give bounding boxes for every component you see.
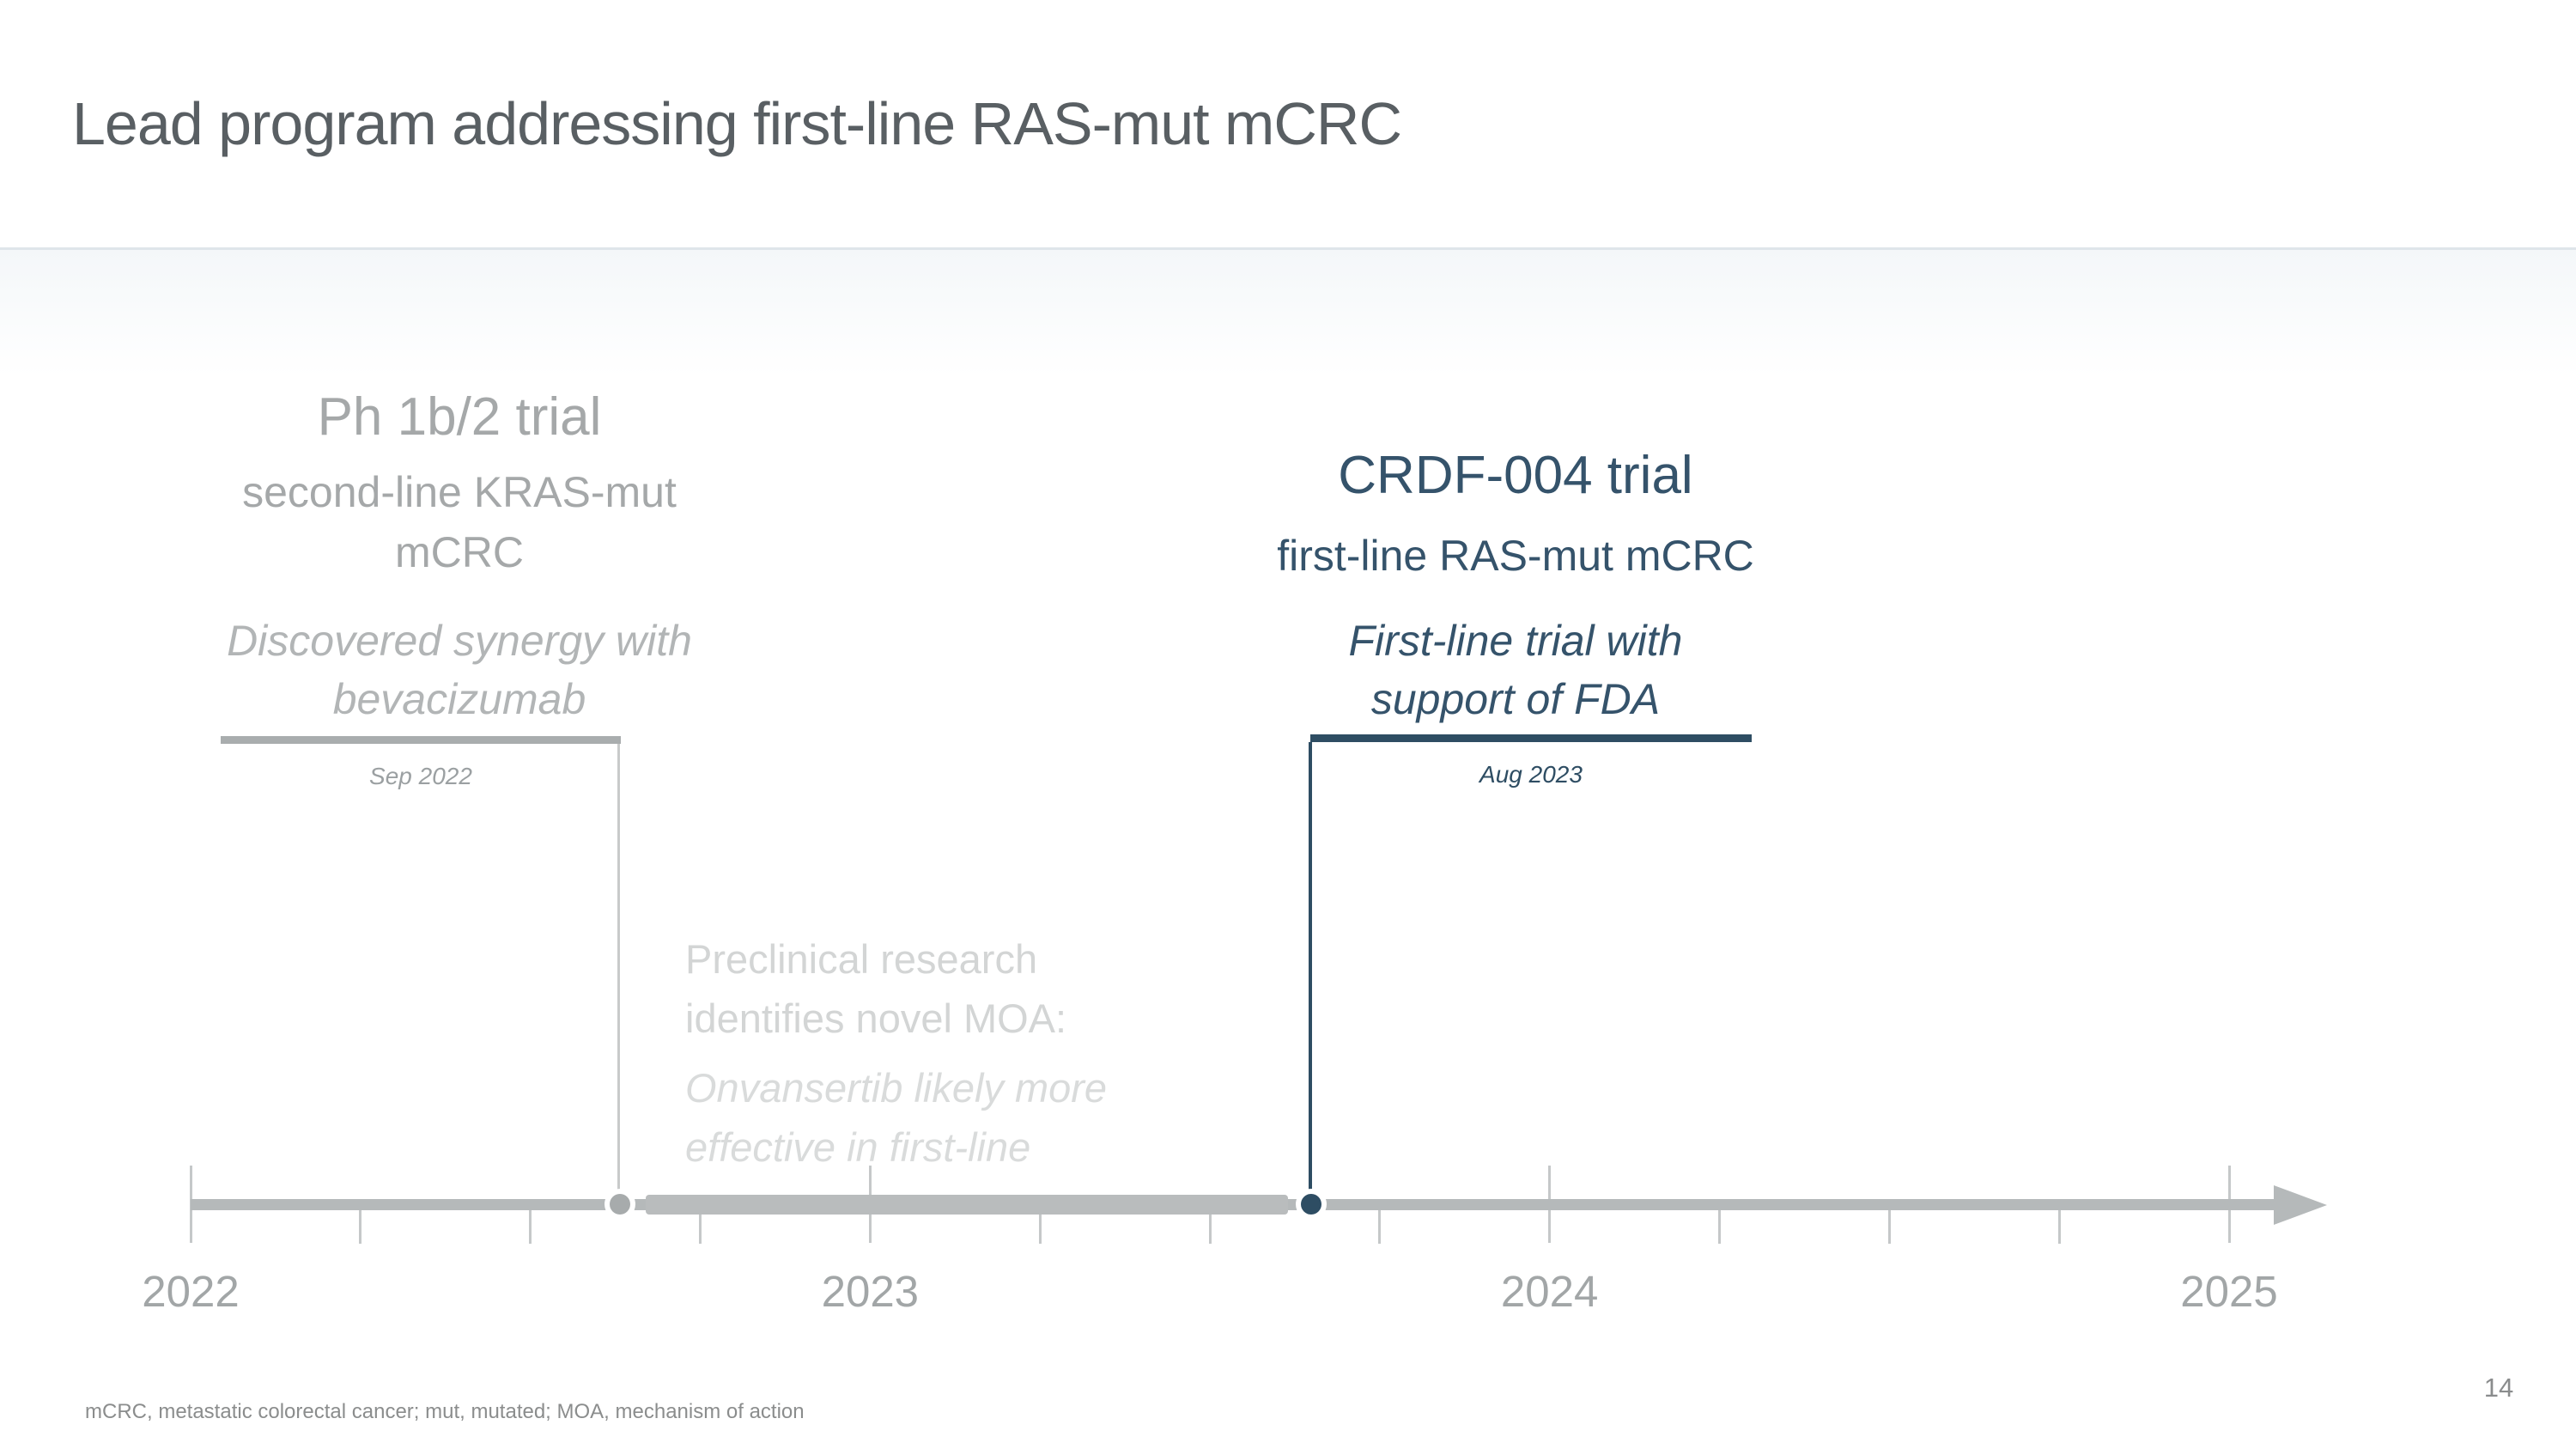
left-event-note: Discovered synergy with bevacizumab bbox=[155, 612, 764, 728]
timeline-marker-sep-2022 bbox=[610, 1194, 630, 1215]
right-event-title: CRDF-004 trial bbox=[1338, 446, 1693, 505]
right-event-note-line1: First-line trial with bbox=[1348, 617, 1683, 665]
header-divider-band bbox=[0, 247, 2576, 376]
timeline-quarter-tick bbox=[2057, 1210, 2061, 1244]
timeline-quarter-tick bbox=[1378, 1210, 1382, 1244]
timeline-quarter-tick bbox=[529, 1210, 532, 1244]
left-event-note-line1: Discovered synergy with bbox=[227, 617, 692, 665]
right-event-underline bbox=[1310, 734, 1752, 742]
timeline-year-label: 2023 bbox=[821, 1267, 920, 1316]
left-event-subtitle-line1: second-line KRAS-mut bbox=[242, 468, 677, 516]
left-event-underline bbox=[221, 736, 621, 744]
timeline-year-label: 2022 bbox=[142, 1267, 240, 1316]
right-event-note-line2: support of FDA bbox=[1370, 675, 1661, 723]
footnote: mCRC, metastatic colorectal cancer; mut,… bbox=[85, 1400, 805, 1423]
timeline-year-label: 2024 bbox=[1500, 1267, 1599, 1316]
preclinical-note-italic-line2: effective in first-line bbox=[685, 1124, 1031, 1170]
timeline-marker-aug-2023 bbox=[1301, 1194, 1321, 1215]
timeline-quarter-tick bbox=[699, 1210, 702, 1244]
left-event-subtitle-line2: mCRC bbox=[395, 528, 524, 576]
right-event-note: First-line trial with support of FDA bbox=[1211, 612, 1820, 728]
right-event-subtitle-line1: first-line RAS-mut mCRC bbox=[1277, 532, 1754, 580]
timeline-quarter-tick bbox=[1718, 1210, 1721, 1244]
timeline-quarter-tick bbox=[359, 1210, 362, 1244]
left-event-connector-line bbox=[617, 744, 620, 1196]
timeline-year-label: 2025 bbox=[2180, 1267, 2278, 1316]
left-event-title: Ph 1b/2 trial bbox=[317, 387, 602, 447]
left-event-date: Sep 2022 bbox=[369, 763, 472, 789]
timeline-highlight-segment bbox=[646, 1195, 1288, 1215]
preclinical-note-line1: Preclinical research bbox=[685, 936, 1038, 982]
right-event-date: Aug 2023 bbox=[1479, 761, 1583, 788]
slide-title: Lead program addressing first-line RAS-m… bbox=[72, 90, 1402, 157]
preclinical-note-line2: identifies novel MOA: bbox=[685, 995, 1067, 1041]
timeline-quarter-tick bbox=[1208, 1210, 1212, 1244]
left-event-subtitle: second-line KRAS-mut mCRC bbox=[155, 462, 764, 582]
right-event-subtitle: first-line RAS-mut mCRC bbox=[1211, 526, 1820, 586]
timeline-arrowhead-icon bbox=[2274, 1185, 2327, 1225]
timeline-quarter-tick bbox=[1038, 1210, 1042, 1244]
preclinical-note-italic: Onvansertib likely more effective in fir… bbox=[685, 1058, 1286, 1177]
right-event-connector-line bbox=[1309, 742, 1312, 1196]
timeline-quarter-tick bbox=[1887, 1210, 1891, 1244]
preclinical-note-italic-line1: Onvansertib likely more bbox=[685, 1065, 1108, 1111]
preclinical-note: Preclinical research identifies novel MO… bbox=[685, 929, 1286, 1048]
left-event-note-line2: bevacizumab bbox=[332, 675, 586, 723]
page-number: 14 bbox=[2483, 1373, 2514, 1403]
